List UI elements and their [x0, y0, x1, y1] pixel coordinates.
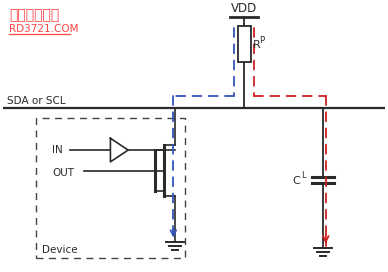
- Bar: [36, 118, 185, 258]
- Text: SDA or SCL: SDA or SCL: [7, 96, 66, 106]
- Text: IN: IN: [52, 145, 63, 155]
- Text: Device: Device: [42, 245, 77, 255]
- Text: RD3721.COM: RD3721.COM: [9, 24, 79, 34]
- Text: R: R: [253, 40, 260, 50]
- Text: C: C: [292, 175, 300, 186]
- Text: L: L: [301, 171, 306, 180]
- Text: 手机设计天下: 手机设计天下: [9, 8, 59, 23]
- Text: OUT: OUT: [52, 168, 74, 178]
- Text: P: P: [260, 36, 265, 45]
- Bar: [238, 26, 251, 61]
- Text: VDD: VDD: [231, 2, 257, 15]
